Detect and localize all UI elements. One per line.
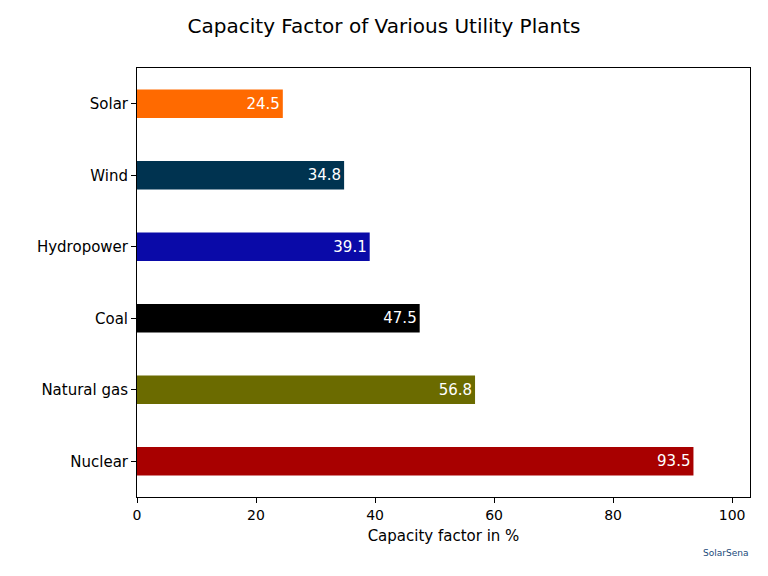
svg-text:Natural gas: Natural gas xyxy=(41,381,128,399)
svg-text:80: 80 xyxy=(604,507,622,523)
svg-text:40: 40 xyxy=(366,507,384,523)
svg-text:56.8: 56.8 xyxy=(439,381,472,399)
svg-text:20: 20 xyxy=(247,507,265,523)
svg-text:24.5: 24.5 xyxy=(246,95,279,113)
svg-text:Capacity Factor of Various Uti: Capacity Factor of Various Utility Plant… xyxy=(188,14,581,38)
svg-text:34.8: 34.8 xyxy=(308,166,341,184)
svg-text:Wind: Wind xyxy=(90,167,128,185)
svg-text:SolarSena: SolarSena xyxy=(703,548,748,558)
svg-text:60: 60 xyxy=(485,507,503,523)
svg-text:Capacity factor in %: Capacity factor in % xyxy=(368,527,520,545)
svg-text:0: 0 xyxy=(133,507,142,523)
svg-text:Nuclear: Nuclear xyxy=(70,453,129,471)
svg-text:Solar: Solar xyxy=(90,95,129,113)
svg-text:100: 100 xyxy=(719,507,746,523)
svg-text:39.1: 39.1 xyxy=(333,238,366,256)
svg-text:Coal: Coal xyxy=(95,310,128,328)
svg-text:93.5: 93.5 xyxy=(657,452,690,470)
svg-text:Hydropower: Hydropower xyxy=(37,238,129,256)
svg-text:47.5: 47.5 xyxy=(383,309,416,327)
